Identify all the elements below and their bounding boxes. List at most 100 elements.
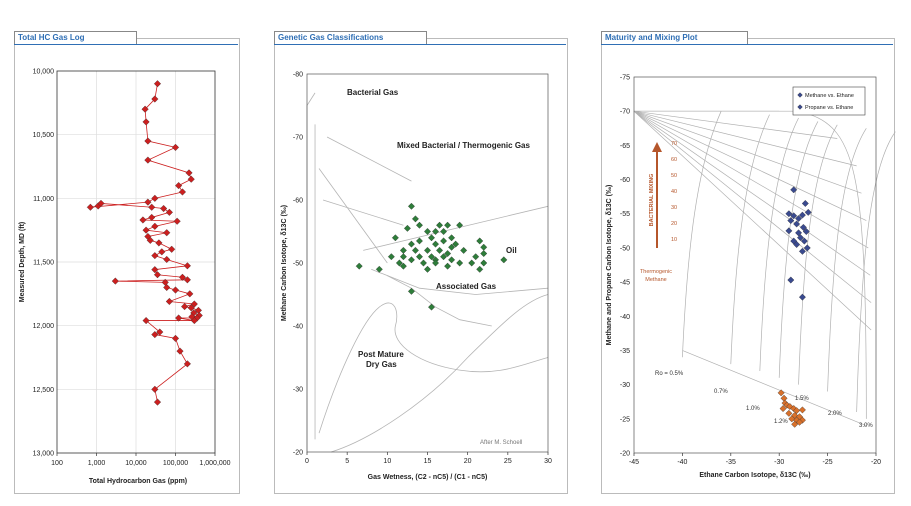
methane-ethane-point [798,293,806,301]
annotation-ro: 2.0% [828,411,842,417]
y-axis-label: Measured Depth, MD (ft) [19,222,26,303]
y-tick-label: -20 [620,451,630,458]
sample-point [407,287,415,295]
sample-point [436,221,444,229]
annotation-mixing-pct: 10 [671,237,677,243]
methane-ethane-point [799,223,807,231]
sample-point [468,259,476,267]
x-tick-label: 25 [504,458,512,465]
legend-label-propane: Propane vs. Ethane [805,105,853,111]
sample-point [411,246,419,254]
annotation-methane: Methane [645,277,666,283]
y-tick-label: -75 [620,75,630,82]
methane-ethane-point [787,217,795,225]
gas-sample-point [151,194,159,202]
methane-ethane-point [801,199,809,207]
panel-title-genetic-gas: Genetic Gas Classifications [274,31,427,45]
gas-sample-point [186,290,194,298]
boundary-oil-upper [363,205,549,251]
x-axis-label: Total Hydrocarbon Gas (ppm) [89,478,187,485]
gas-sample-point [144,198,152,206]
gas-sample-point [183,262,191,270]
gas-sample-point [156,328,164,336]
panel-genetic-gas-classifications [274,38,568,494]
boundary-bacterial-top [306,92,316,106]
x-tick-label: -30 [774,459,784,466]
maturity-line [856,131,896,412]
bacterial-mixing-arrowhead [652,142,662,152]
title-underline [274,44,566,45]
boundary-post-mature [318,302,549,434]
gas-sample-point [86,203,94,211]
gas-sample-point [151,222,159,230]
plot-frame [633,76,877,454]
sample-point [428,253,435,261]
mixing-line [633,110,871,276]
y-tick-label: -60 [293,198,303,205]
panel-title-total-hc-gas: Total HC Gas Log [14,31,137,45]
sample-point [399,253,407,261]
annotation-associated: Associated Gas [436,282,497,291]
y-tick-label: 10,500 [33,132,55,139]
methane-ethane-point [790,212,798,220]
gas-sample-point [151,385,159,393]
gas-sample-point [175,314,183,322]
gas-sample-point [171,334,180,342]
gas-sample-point [183,360,191,368]
sample-point [476,237,484,245]
maturity-line [759,117,799,371]
y-tick-label: -25 [620,416,630,423]
gas-sample-point [144,156,152,164]
sample-point [424,228,431,235]
x-tick-label: 20 [464,458,472,465]
y-tick-label: -40 [293,324,303,331]
gas-sample-point [168,245,176,253]
gas-sample-point [151,95,159,103]
sample-point [444,221,452,229]
propane-ethane-point [777,389,785,397]
maturity-line [730,114,770,365]
annotation-ro: 0.7% [714,389,728,395]
methane-ethane-point [797,234,804,242]
legend-marker-propane [797,104,803,110]
gas-sample-point [153,271,162,279]
annotation-thermogenic: Thermogenic [640,269,672,275]
sample-point [432,240,440,248]
y-tick-label: -55 [620,211,630,218]
propane-ethane-point [798,406,806,414]
gas-sample-point [178,273,187,281]
y-tick-label: -70 [620,109,630,116]
x-tick-label: -40 [677,459,687,466]
sample-point [480,250,488,258]
propane-ethane-point [780,394,788,402]
sample-point [415,237,423,245]
annotation-mixing-pct: 70 [671,141,677,147]
mixing-line [633,110,838,139]
annotation-ro: 1.0% [746,406,760,412]
annotation-bacterial-mixing: BACTERIAL MIXING [649,174,655,227]
gas-sample-point [148,203,156,211]
methane-ethane-point [800,237,808,245]
mixing-line [633,110,867,221]
sample-point [444,262,452,270]
sample-point [407,256,415,264]
gas-sample-point [175,182,183,190]
x-tick-label: 5 [345,458,349,465]
boundary-mixed-upper [326,136,412,182]
gas-sample-point [151,252,159,260]
y-tick-label: 13,000 [33,451,55,458]
gas-sample-point [153,398,162,406]
legend-marker-methane [797,92,803,98]
sample-point [428,234,435,242]
annotation-dry-gas: Dry Gas [366,360,397,369]
gas-sample-point [163,255,171,264]
sample-point [411,215,419,223]
x-tick-label: 10,000 [125,460,147,467]
gas-sample-point [142,118,150,126]
sample-point [444,250,452,258]
gas-sample-point [190,316,198,325]
methane-ethane-point [803,244,811,252]
sample-point [448,256,456,264]
annotation-mixing-pct: 50 [671,173,677,179]
methane-ethane-point [790,186,798,194]
